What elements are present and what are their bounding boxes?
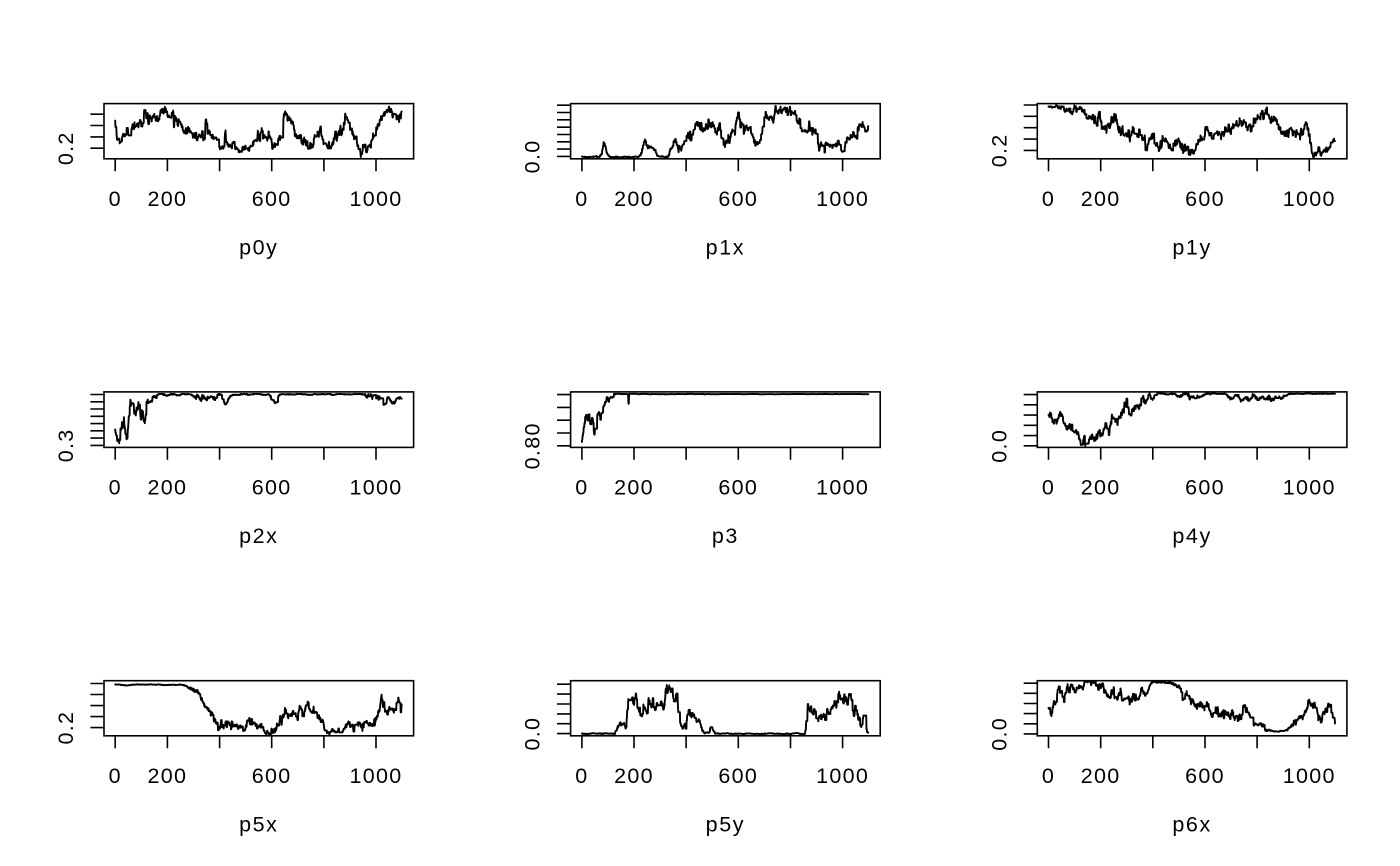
svg-text:p1y: p1y	[1172, 236, 1211, 260]
svg-text:1000: 1000	[349, 187, 402, 211]
svg-text:600: 600	[718, 764, 758, 788]
svg-text:1000: 1000	[816, 475, 869, 499]
svg-text:600: 600	[718, 187, 758, 211]
svg-text:0: 0	[109, 475, 122, 499]
svg-text:1000: 1000	[1283, 764, 1336, 788]
svg-text:200: 200	[148, 187, 188, 211]
svg-text:200: 200	[1081, 187, 1121, 211]
svg-text:1000: 1000	[816, 764, 869, 788]
svg-text:1000: 1000	[349, 475, 402, 499]
svg-text:1000: 1000	[1283, 187, 1336, 211]
svg-text:p6x: p6x	[1172, 813, 1211, 837]
svg-text:0.2: 0.2	[54, 711, 78, 745]
svg-text:200: 200	[1081, 764, 1121, 788]
svg-text:0: 0	[1042, 764, 1055, 788]
svg-text:600: 600	[252, 187, 292, 211]
svg-text:600: 600	[252, 764, 292, 788]
svg-text:p5y: p5y	[706, 813, 745, 837]
svg-text:p3: p3	[712, 524, 739, 548]
svg-text:0: 0	[575, 475, 588, 499]
svg-text:1000: 1000	[816, 187, 869, 211]
svg-text:200: 200	[614, 764, 654, 788]
svg-text:600: 600	[718, 475, 758, 499]
svg-text:0: 0	[109, 764, 122, 788]
svg-text:600: 600	[1185, 475, 1225, 499]
svg-text:0.0: 0.0	[521, 717, 545, 751]
svg-text:0.0: 0.0	[987, 717, 1011, 751]
svg-text:p2x: p2x	[239, 524, 278, 548]
svg-text:0.3: 0.3	[54, 429, 78, 463]
svg-text:0.2: 0.2	[54, 131, 78, 165]
svg-text:1000: 1000	[349, 764, 402, 788]
svg-text:p5x: p5x	[239, 813, 278, 837]
svg-text:600: 600	[1185, 764, 1225, 788]
svg-text:200: 200	[148, 764, 188, 788]
svg-text:200: 200	[148, 475, 188, 499]
svg-text:600: 600	[1185, 187, 1225, 211]
svg-text:0: 0	[1042, 475, 1055, 499]
svg-text:200: 200	[614, 187, 654, 211]
svg-text:0: 0	[1042, 187, 1055, 211]
svg-text:0: 0	[575, 764, 588, 788]
svg-text:1000: 1000	[1283, 475, 1336, 499]
svg-text:200: 200	[614, 475, 654, 499]
svg-text:0.0: 0.0	[521, 140, 545, 174]
svg-text:0.0: 0.0	[987, 429, 1011, 463]
svg-text:600: 600	[252, 475, 292, 499]
svg-text:0: 0	[575, 187, 588, 211]
svg-text:0.2: 0.2	[987, 134, 1011, 168]
svg-text:p1x: p1x	[706, 236, 745, 260]
svg-text:p4y: p4y	[1172, 524, 1211, 548]
svg-text:0: 0	[109, 187, 122, 211]
svg-text:p0y: p0y	[239, 236, 278, 260]
svg-text:200: 200	[1081, 475, 1121, 499]
svg-text:0.80: 0.80	[521, 422, 545, 469]
